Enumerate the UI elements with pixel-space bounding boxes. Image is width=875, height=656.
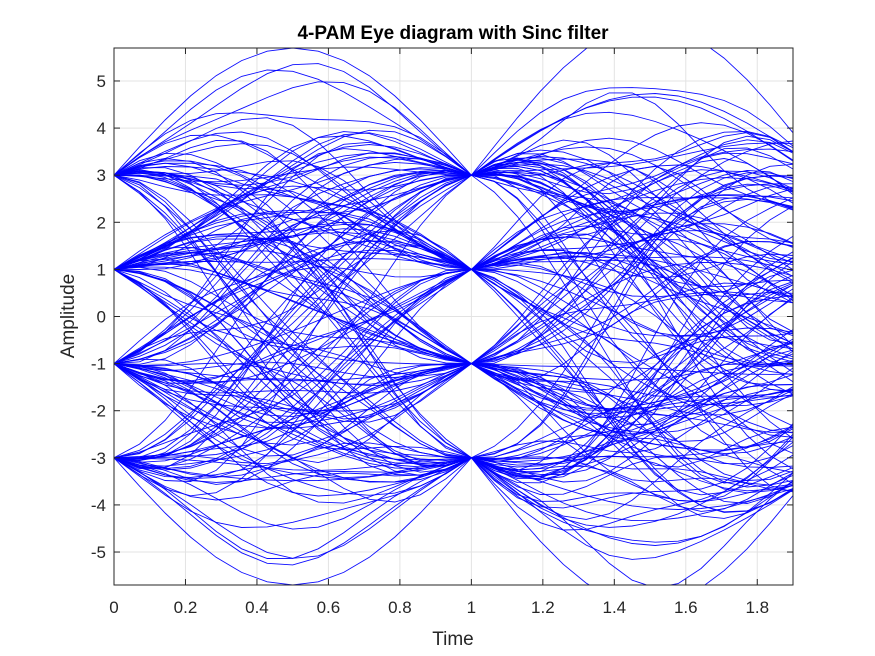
x-tick-label: 1.6 <box>674 598 698 617</box>
axis-ticks <box>113 48 793 585</box>
eye-traces <box>114 48 793 585</box>
y-tick-label: -3 <box>91 449 106 468</box>
y-tick-label: -2 <box>91 402 106 421</box>
eye-trace <box>114 363 793 543</box>
y-tick-label: -1 <box>91 355 106 374</box>
y-tick-label: 1 <box>97 260 106 279</box>
x-tick-label: 0.2 <box>174 598 198 617</box>
chart-title: 4-PAM Eye diagram with Sinc filter <box>297 23 609 44</box>
y-tick-label: -4 <box>91 496 106 515</box>
eye-trace <box>114 252 793 366</box>
x-tick-label: 1.2 <box>531 598 555 617</box>
y-tick-labels: 5 4 3 2 1 0 -1 -2 -3 -4 -5 <box>91 72 106 562</box>
x-tick-label: 0.6 <box>317 598 341 617</box>
x-axis-label: Time <box>432 629 474 650</box>
y-tick-label: 0 <box>97 308 106 327</box>
x-tick-labels: 0 0.2 0.4 0.6 0.8 1 1.2 1.4 1.6 1.8 <box>109 598 769 617</box>
y-tick-label: -5 <box>91 543 106 562</box>
y-tick-label: 4 <box>97 119 106 138</box>
x-tick-label: 0.8 <box>388 598 412 617</box>
y-axis-label: Amplitude <box>58 274 79 359</box>
eye-trace <box>114 363 793 416</box>
y-tick-label: 5 <box>97 72 106 91</box>
x-tick-label: 1.4 <box>602 598 626 617</box>
x-tick-label: 1.8 <box>745 598 769 617</box>
x-tick-label: 0.4 <box>245 598 269 617</box>
y-tick-label: 3 <box>97 166 106 185</box>
eye-trace <box>114 174 793 462</box>
x-tick-label: 0 <box>109 598 118 617</box>
y-tick-label: 2 <box>97 213 106 232</box>
x-tick-label: 1 <box>467 598 476 617</box>
